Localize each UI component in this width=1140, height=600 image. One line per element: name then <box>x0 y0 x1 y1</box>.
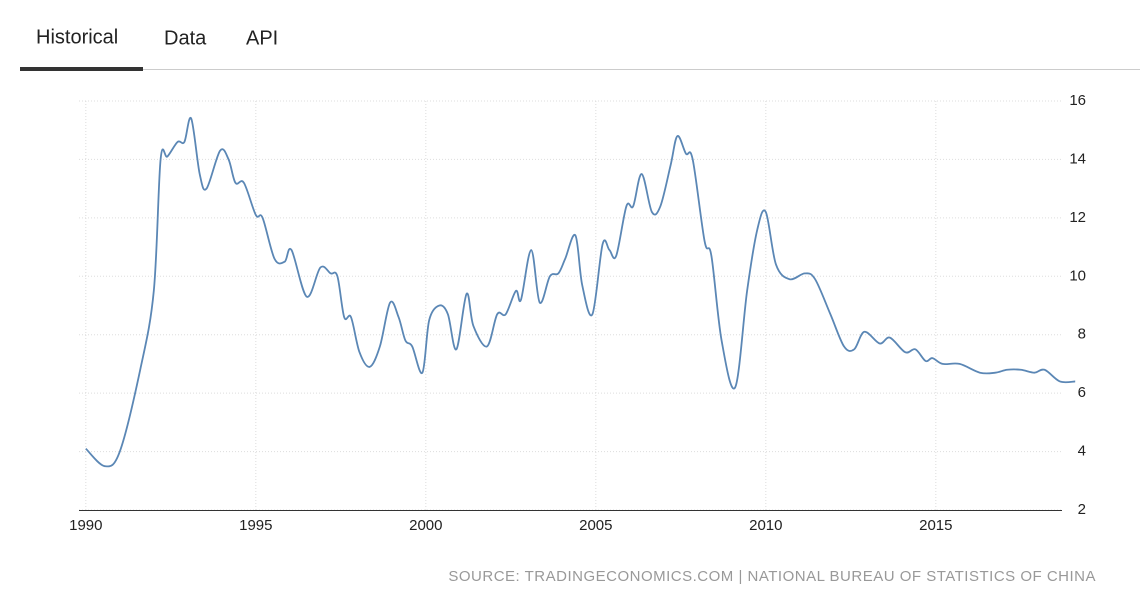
x-tick-label: 2010 <box>749 517 782 534</box>
y-tick-label: 16 <box>1069 92 1086 109</box>
y-tick-label: 10 <box>1069 267 1086 284</box>
y-tick-label: 4 <box>1078 443 1086 460</box>
tab[interactable]: Historical <box>36 26 118 48</box>
x-tick-label: 2015 <box>919 517 952 534</box>
x-tick-label: 1995 <box>239 517 272 534</box>
y-tick-label: 14 <box>1069 150 1086 167</box>
x-tick-label: 2000 <box>409 517 442 534</box>
data-line <box>85 116 1076 468</box>
x-tick-label: 1990 <box>69 517 102 534</box>
source: SOURCE: TRADINGECONOMICS.COM | NATIONAL … <box>448 568 1096 585</box>
tab[interactable]: API <box>246 27 278 49</box>
tab[interactable]: Data <box>164 27 207 49</box>
active-tab-indicator <box>20 67 143 71</box>
y-tick-label: 6 <box>1078 384 1086 401</box>
x-tick-label: 2005 <box>579 517 612 534</box>
y-tick-label: 12 <box>1069 209 1086 226</box>
y-tick-label: 2 <box>1078 501 1086 518</box>
y-tick-label: 8 <box>1078 326 1086 343</box>
